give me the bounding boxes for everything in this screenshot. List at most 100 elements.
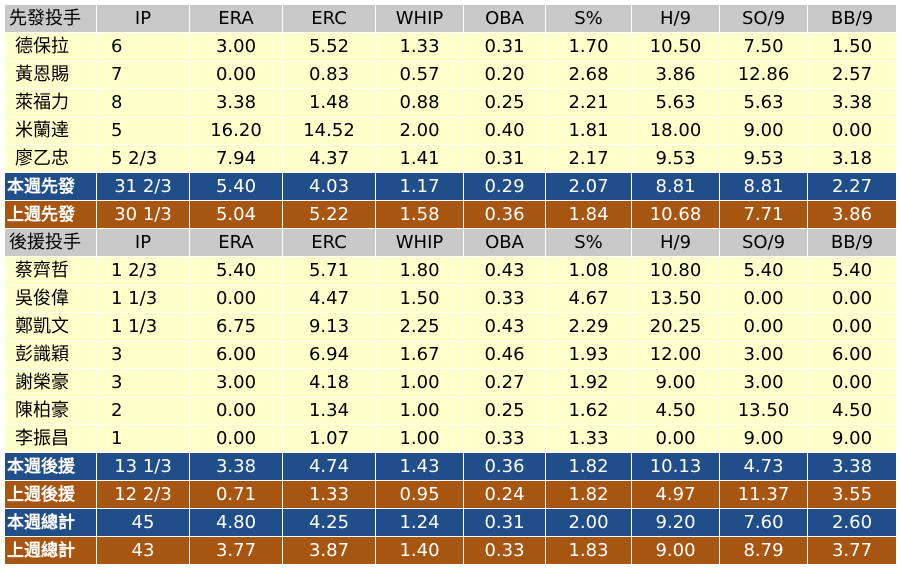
- h9-cell: 13.50: [631, 284, 720, 313]
- bb9-cell: 3.18: [807, 144, 897, 173]
- ip-cell: 1: [96, 424, 190, 453]
- so9-cell: 12.86: [719, 60, 808, 89]
- s-pct-cell: 2.29: [545, 312, 632, 341]
- oba-cell: 0.24: [463, 480, 546, 509]
- erc-cell: 6.94: [282, 340, 376, 369]
- col-header-h9: H/9: [631, 4, 720, 33]
- h9-cell: 10.80: [631, 256, 720, 285]
- whip-cell: 0.95: [375, 480, 464, 509]
- relievers-this-week-row: 本週後援 13 1/3 3.38 4.74 1.43 0.36 1.82 10.…: [4, 452, 897, 481]
- h9-cell: 20.25: [631, 312, 720, 341]
- player-name: 米蘭達: [4, 116, 97, 145]
- whip-cell: 1.41: [375, 144, 464, 173]
- so9-cell: 0.00: [719, 284, 808, 313]
- bb9-cell: 1.50: [807, 32, 897, 61]
- oba-cell: 0.20: [463, 60, 546, 89]
- so9-cell: 8.79: [719, 536, 808, 565]
- h9-cell: 18.00: [631, 116, 720, 145]
- bb9-cell: 4.50: [807, 396, 897, 425]
- era-cell: 16.20: [189, 116, 283, 145]
- oba-cell: 0.36: [463, 452, 546, 481]
- whip-cell: 1.33: [375, 32, 464, 61]
- erc-cell: 0.83: [282, 60, 376, 89]
- ip-cell: 6: [96, 32, 190, 61]
- era-cell: 6.75: [189, 312, 283, 341]
- s-pct-cell: 2.68: [545, 60, 632, 89]
- col-header-so9: SO/9: [719, 228, 808, 257]
- so9-cell: 9.53: [719, 144, 808, 173]
- h9-cell: 9.00: [631, 536, 720, 565]
- bb9-cell: 0.00: [807, 368, 897, 397]
- whip-cell: 2.00: [375, 116, 464, 145]
- erc-cell: 1.48: [282, 88, 376, 117]
- player-name: 蔡齊哲: [4, 256, 97, 285]
- ip-cell: 1 1/3: [96, 312, 190, 341]
- player-name: 黃恩賜: [4, 60, 97, 89]
- era-cell: 5.40: [189, 172, 283, 201]
- bb9-cell: 2.57: [807, 60, 897, 89]
- col-header-erc: ERC: [282, 228, 376, 257]
- erc-cell: 1.07: [282, 424, 376, 453]
- totals-this-week-row: 本週總計 45 4.80 4.25 1.24 0.31 2.00 9.20 7.…: [4, 508, 897, 537]
- starters-last-week-row: 上週先發 30 1/3 5.04 5.22 1.58 0.36 1.84 10.…: [4, 200, 897, 229]
- whip-cell: 2.25: [375, 312, 464, 341]
- starter-row: 黃恩賜 7 0.00 0.83 0.57 0.20 2.68 3.86 12.8…: [4, 60, 897, 89]
- era-cell: 4.80: [189, 508, 283, 537]
- erc-cell: 9.13: [282, 312, 376, 341]
- erc-cell: 14.52: [282, 116, 376, 145]
- total-label: 上週後援: [4, 480, 97, 509]
- s-pct-cell: 2.07: [545, 172, 632, 201]
- so9-cell: 11.37: [719, 480, 808, 509]
- s-pct-cell: 1.81: [545, 116, 632, 145]
- totals-last-week-row: 上週總計 43 3.77 3.87 1.40 0.33 1.83 9.00 8.…: [4, 536, 897, 565]
- player-name: 萊福力: [4, 88, 97, 117]
- bb9-cell: 2.60: [807, 508, 897, 537]
- whip-cell: 0.57: [375, 60, 464, 89]
- whip-cell: 1.17: [375, 172, 464, 201]
- player-name: 陳柏豪: [4, 396, 97, 425]
- player-name: 李振昌: [4, 424, 97, 453]
- player-name: 彭識穎: [4, 340, 97, 369]
- era-cell: 0.00: [189, 424, 283, 453]
- erc-cell: 5.22: [282, 200, 376, 229]
- bb9-cell: 0.00: [807, 116, 897, 145]
- h9-cell: 3.86: [631, 60, 720, 89]
- oba-cell: 0.31: [463, 144, 546, 173]
- col-header-whip: WHIP: [375, 4, 464, 33]
- oba-cell: 0.43: [463, 312, 546, 341]
- total-label: 本週總計: [4, 508, 97, 537]
- oba-cell: 0.31: [463, 508, 546, 537]
- ip-cell: 8: [96, 88, 190, 117]
- player-name: 吳俊偉: [4, 284, 97, 313]
- ip-cell: 2: [96, 396, 190, 425]
- whip-cell: 1.00: [375, 424, 464, 453]
- era-cell: 6.00: [189, 340, 283, 369]
- whip-cell: 1.00: [375, 396, 464, 425]
- ip-cell: 30 1/3: [96, 200, 190, 229]
- oba-cell: 0.27: [463, 368, 546, 397]
- h9-cell: 9.00: [631, 368, 720, 397]
- bb9-cell: 3.86: [807, 200, 897, 229]
- erc-cell: 4.37: [282, 144, 376, 173]
- so9-cell: 3.00: [719, 340, 808, 369]
- h9-cell: 9.20: [631, 508, 720, 537]
- starter-row: 萊福力 8 3.38 1.48 0.88 0.25 2.21 5.63 5.63…: [4, 88, 897, 117]
- relievers-last-week-row: 上週後援 12 2/3 0.71 1.33 0.95 0.24 1.82 4.9…: [4, 480, 897, 509]
- bb9-cell: 3.38: [807, 88, 897, 117]
- so9-cell: 13.50: [719, 396, 808, 425]
- reliever-row: 李振昌 1 0.00 1.07 1.00 0.33 1.33 0.00 9.00…: [4, 424, 897, 453]
- h9-cell: 9.53: [631, 144, 720, 173]
- erc-cell: 4.74: [282, 452, 376, 481]
- starters-this-week-row: 本週先發 31 2/3 5.40 4.03 1.17 0.29 2.07 8.8…: [4, 172, 897, 201]
- col-header-ip: IP: [96, 4, 190, 33]
- oba-cell: 0.33: [463, 284, 546, 313]
- so9-cell: 9.00: [719, 116, 808, 145]
- starter-row: 廖乙忠 5 2/3 7.94 4.37 1.41 0.31 2.17 9.53 …: [4, 144, 897, 173]
- h9-cell: 10.50: [631, 32, 720, 61]
- reliever-row: 彭識穎 3 6.00 6.94 1.67 0.46 1.93 12.00 3.0…: [4, 340, 897, 369]
- whip-cell: 0.88: [375, 88, 464, 117]
- so9-cell: 3.00: [719, 368, 808, 397]
- bb9-cell: 6.00: [807, 340, 897, 369]
- col-header-s-pct: S%: [545, 4, 632, 33]
- s-pct-cell: 1.92: [545, 368, 632, 397]
